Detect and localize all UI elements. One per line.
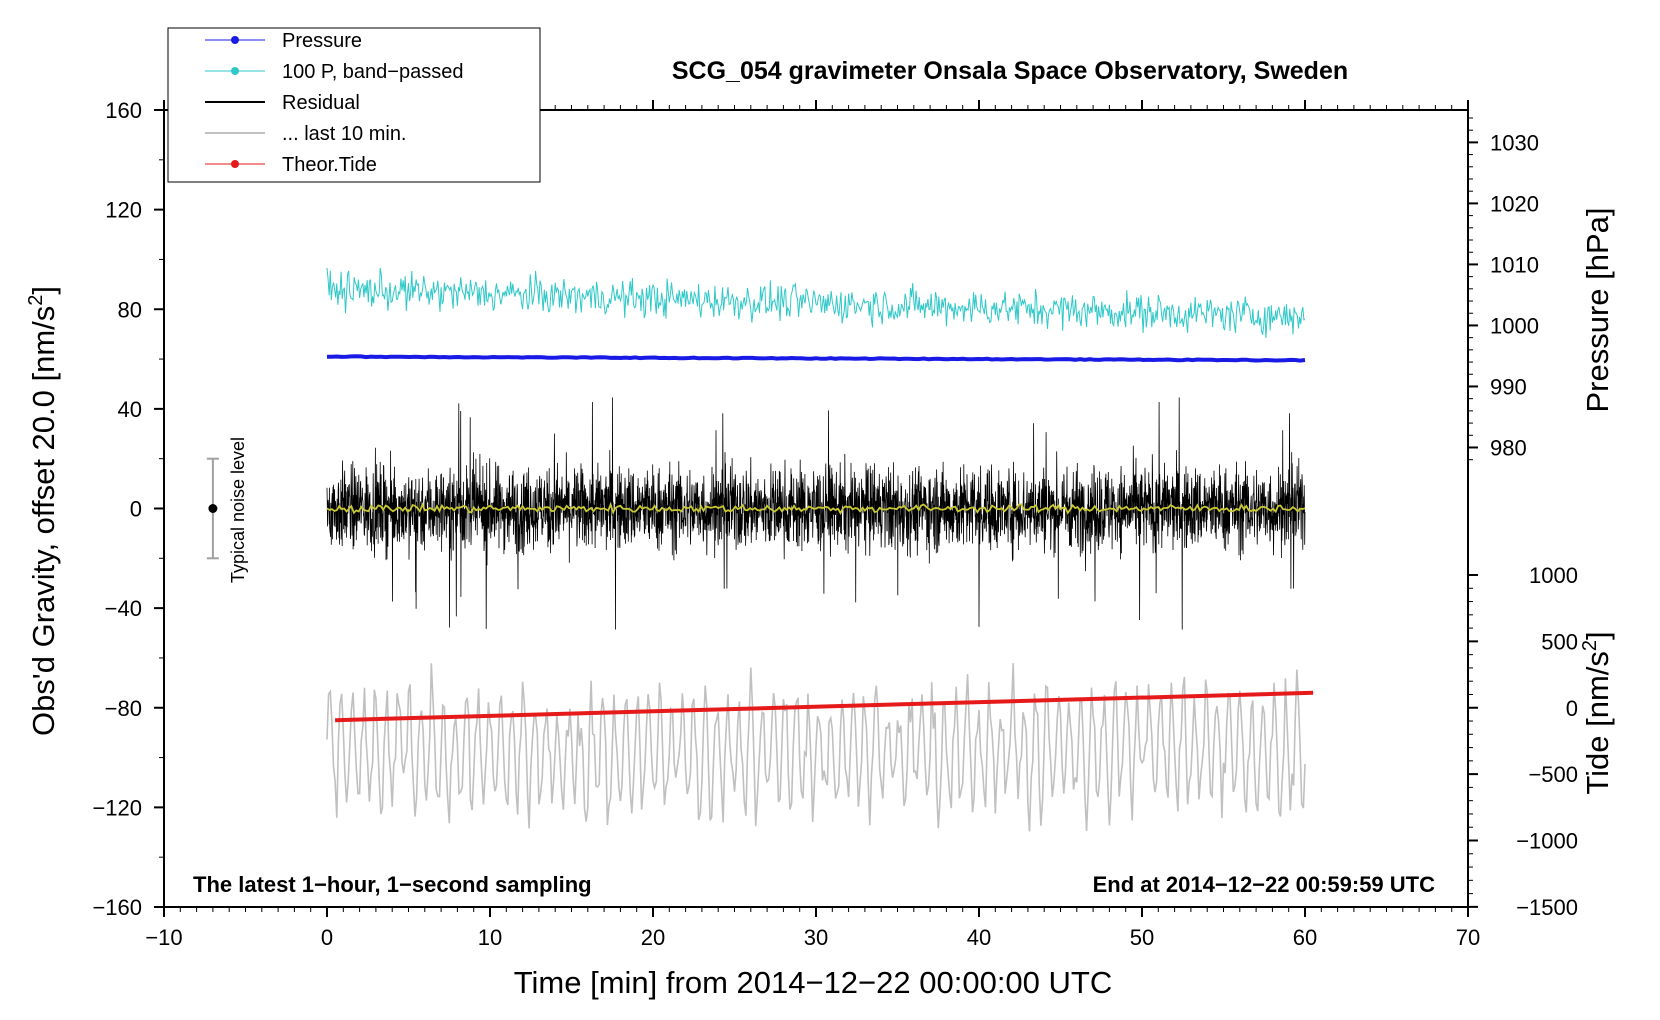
- x-tick-label: 70: [1456, 925, 1480, 950]
- y-axis-right-tide-title-end: ]: [1580, 631, 1615, 640]
- tide-tick-label: −500: [1528, 762, 1578, 787]
- series-residual: [326, 397, 1306, 630]
- y-axis-right-tide: 1000 500 0 −500 −1000 −1500: [1468, 563, 1578, 920]
- noise-level-marker: [206, 457, 219, 560]
- tide-tick-label: −1000: [1516, 829, 1578, 854]
- x-tick-label: 50: [1130, 925, 1154, 950]
- pressure-tick-label: 1000: [1490, 313, 1539, 338]
- legend-marker: [231, 36, 239, 44]
- pressure-tick-label: 1030: [1490, 130, 1539, 155]
- pressure-tick-label: 990: [1490, 374, 1527, 399]
- x-axis: −10 0 10 20 30 40 50 60 70: [145, 100, 1480, 950]
- x-tick-label: 40: [967, 925, 991, 950]
- tide-tick-label: 0: [1566, 696, 1578, 721]
- y-tick-label: 160: [105, 98, 142, 123]
- y-axis-right-tide-title: Tide [nm/s2]: [1579, 631, 1615, 794]
- y-axis-right-pressure: 1030 1020 1010 1000 990 980: [1468, 117, 1539, 460]
- y-tick-label: −120: [92, 795, 142, 820]
- series-pressure: [326, 354, 1306, 363]
- y-tick-label: −40: [105, 596, 142, 621]
- x-tick-label: 30: [804, 925, 828, 950]
- annotation-left: The latest 1−hour, 1−second sampling: [193, 872, 592, 897]
- legend-items: Pressure 100 P, band−passed Residual ... la…: [205, 30, 463, 176]
- series-last-10-min: [326, 663, 1306, 832]
- noise-point: [208, 504, 218, 513]
- y-tick-label: 0: [130, 497, 142, 522]
- x-tick-label: 20: [641, 925, 665, 950]
- legend-marker: [231, 67, 239, 75]
- tide-tick-label: −1500: [1516, 895, 1578, 920]
- noise-level-label: Typical noise level: [228, 437, 248, 583]
- tide-tick-label: 500: [1541, 629, 1578, 654]
- y-tick-label: 120: [105, 198, 142, 223]
- y-tick-label: 40: [118, 397, 142, 422]
- series-theor-tide: [335, 690, 1314, 723]
- pressure-tick-label: 980: [1490, 435, 1527, 460]
- y-axis-left: 160 120 80 40 0 −40 −80 −120 −160: [92, 98, 164, 920]
- x-tick-label: −10: [145, 925, 182, 950]
- x-tick-label: 0: [321, 925, 333, 950]
- series-layer: [326, 267, 1314, 832]
- legend-label: Theor.Tide: [282, 154, 377, 176]
- annotation-right: End at 2014−12−22 00:59:59 UTC: [1093, 872, 1436, 897]
- y-axis-left-title: Obs'd Gravity, offset 20.0 [nm/s2]: [25, 286, 61, 736]
- chart-title: SCG_054 gravimeter Onsala Space Observat…: [672, 57, 1348, 85]
- legend: Pressure 100 P, band−passed Residual ... la…: [167, 27, 541, 183]
- pressure-tick-label: 1010: [1490, 252, 1539, 277]
- y-tick-label: −160: [92, 895, 142, 920]
- y-axis-left-title-end: ]: [26, 286, 61, 295]
- y-axis-left-title-sup: 2: [25, 295, 47, 306]
- x-tick-label: 60: [1293, 925, 1317, 950]
- legend-label: Residual: [282, 92, 360, 114]
- y-axis-right-tide-title-sup: 2: [1579, 640, 1601, 651]
- y-axis-right-pressure-title: Pressure [hPa]: [1580, 207, 1615, 412]
- x-axis-title: Time [min] from 2014−12−22 00:00:00 UTC: [514, 965, 1113, 1000]
- legend-box: [167, 27, 541, 183]
- legend-label: Pressure: [282, 30, 362, 52]
- series-band-passed-pressure: [326, 267, 1306, 339]
- legend-label: ... last 10 min.: [282, 123, 407, 145]
- legend-label: 100 P, band−passed: [282, 61, 463, 83]
- x-tick-label: 10: [478, 925, 502, 950]
- tide-tick-label: 1000: [1529, 563, 1578, 588]
- y-axis-left-title-main: Obs'd Gravity, offset 20.0 [nm/s: [26, 306, 61, 736]
- legend-marker: [231, 160, 239, 168]
- pressure-tick-label: 1020: [1490, 191, 1539, 216]
- y-axis-right-tide-title-main: Tide [nm/s: [1580, 651, 1615, 795]
- y-tick-label: 80: [118, 297, 142, 322]
- series-residual-smoothed: [326, 501, 1306, 515]
- y-tick-label: −80: [105, 696, 142, 721]
